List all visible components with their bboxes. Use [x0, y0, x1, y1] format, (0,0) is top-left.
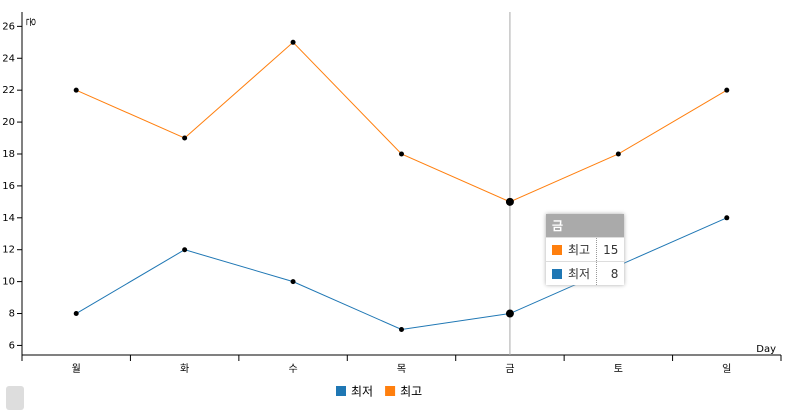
x-tick-label: 화 [180, 363, 189, 375]
x-tick-label: 일 [722, 363, 731, 375]
y-tick-label: 18 [2, 149, 15, 160]
x-axis-label: Day [756, 344, 776, 355]
series-line [75, 217, 727, 330]
tooltip-name: 최저 [568, 267, 591, 281]
x-tick-label: 금 [505, 363, 514, 375]
series-line [76, 41, 728, 203]
x-tick-label: 수 [288, 363, 297, 375]
y-tick-label: 10 [2, 277, 15, 288]
tooltip-title: 금 [546, 214, 625, 238]
y-tick-label: 22 [2, 85, 15, 96]
point [182, 247, 188, 253]
tooltip-row: 최저 8 [546, 261, 625, 285]
tooltip-swatch [552, 269, 562, 279]
point [182, 135, 188, 141]
point [290, 39, 296, 45]
y-tick-label: 16 [2, 181, 15, 192]
point [724, 215, 730, 221]
tooltip-row: 최고 15 [546, 237, 625, 262]
y-tick-label: 6 [9, 340, 15, 351]
y-tick-label: 12 [2, 245, 15, 256]
tooltip-value: 8 [596, 261, 625, 285]
y-tick-label: 26 [2, 21, 15, 32]
x-tick-label: 토 [614, 364, 623, 375]
legend-swatch [385, 386, 396, 396]
point [505, 197, 514, 206]
y-axis-label: 온 [24, 17, 36, 26]
tooltip-header: 금 [546, 214, 625, 238]
y-tick-label: 20 [2, 117, 15, 128]
point [399, 151, 404, 157]
tooltip-name-cell: 최저 [546, 261, 597, 285]
tooltip-swatch [552, 245, 562, 255]
legend-label: 최저 [351, 385, 373, 399]
point [399, 326, 404, 332]
tooltip-name-cell: 최고 [546, 237, 597, 262]
point [505, 309, 514, 318]
point [73, 87, 79, 93]
point [290, 279, 296, 285]
scroll-stub [6, 386, 24, 410]
point [73, 311, 79, 317]
y-tick-label: 24 [2, 53, 15, 64]
x-tick-label: 목 [397, 363, 406, 375]
point [615, 151, 621, 157]
legend-swatch [336, 386, 346, 396]
point [724, 87, 730, 93]
legend-label: 최고 [400, 385, 422, 399]
y-tick-label: 8 [9, 309, 15, 320]
y-tick-label: 14 [2, 213, 15, 224]
tooltip-name: 최고 [568, 243, 591, 257]
tooltip-value: 15 [596, 237, 625, 262]
x-tick-label: 월 [72, 363, 81, 375]
